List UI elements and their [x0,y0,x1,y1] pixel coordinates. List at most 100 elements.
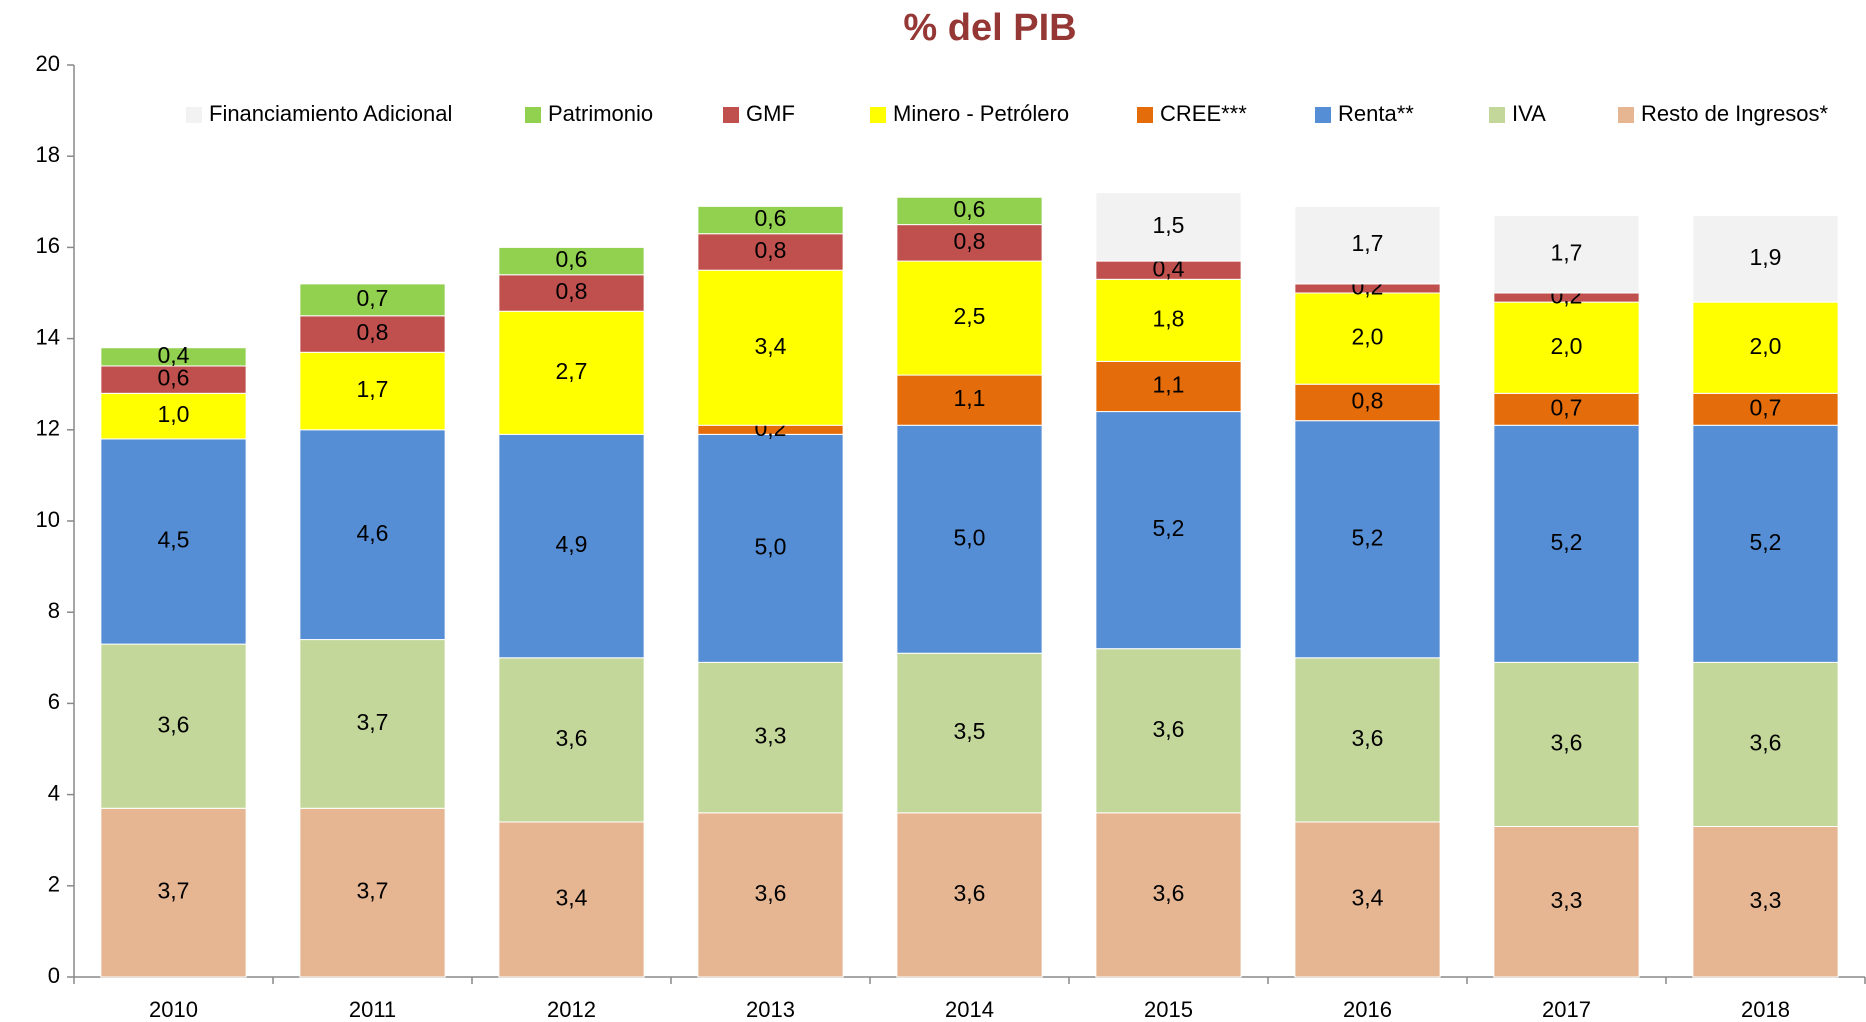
data-label: 1,9 [1750,244,1782,270]
bar-segment [1493,301,1640,394]
legend-swatch [870,107,886,123]
y-tick-label: 14 [36,324,60,349]
data-label: 3,4 [1352,885,1384,911]
legend-label: Patrimonio [548,101,653,126]
data-label: 3,6 [1153,716,1185,742]
data-label: 5,2 [1750,529,1782,555]
data-label: 3,6 [1551,730,1583,756]
bar-segment [697,233,844,271]
data-label: 4,9 [556,531,588,557]
data-label: 4,6 [357,520,389,546]
data-label: 3,3 [1551,887,1583,913]
bar-segment [1692,826,1839,978]
bar-segment [299,639,446,809]
bar-segment [896,260,1043,376]
data-label: 3,4 [755,333,787,359]
legend-swatch [525,107,541,123]
bar-segment [1294,420,1441,659]
data-label: 0,7 [1551,394,1583,420]
data-label: 0,6 [556,246,588,272]
bar-segment [697,433,844,663]
data-label: 3,6 [158,711,190,737]
x-tick-label: 2016 [1343,997,1392,1022]
bar-segment [1493,661,1640,828]
data-label: 2,5 [954,303,986,329]
bar-segment [100,347,247,367]
data-label: 1,1 [1153,372,1185,398]
x-tick-label: 2014 [945,997,994,1022]
bar-segment [1294,205,1441,285]
x-tick-label: 2018 [1741,997,1790,1022]
data-label: 4,5 [158,527,190,553]
data-label: 0,8 [556,278,588,304]
legend-label: GMF [746,101,795,126]
data-label: 0,7 [357,285,389,311]
bar-segment [1493,424,1640,663]
data-label: 3,7 [357,709,389,735]
data-label: 0,8 [357,319,389,345]
legend-label: Renta** [1338,101,1414,126]
y-tick-label: 2 [48,872,60,897]
data-label: 0,8 [1352,388,1384,414]
bar-segment [498,657,645,823]
y-tick-label: 20 [36,51,60,76]
legend-label: Financiamiento Adicional [209,101,452,126]
bar-segment [1294,821,1441,978]
data-label: 1,1 [954,385,986,411]
y-tick-label: 12 [36,416,60,441]
chart-title: % del PIB [903,7,1076,49]
data-label: 3,6 [1750,730,1782,756]
bar-segment [896,224,1043,262]
legend-label: Minero - Petrólero [893,101,1069,126]
data-label: 3,7 [158,878,190,904]
bar-segment [1692,424,1839,663]
bar-segment [1493,214,1640,294]
data-label: 3,4 [556,885,588,911]
data-label: 3,5 [954,718,986,744]
bar-segment [1493,392,1640,426]
bar-segment [299,283,446,317]
legend-swatch [723,107,739,123]
legend-swatch [1618,107,1634,123]
x-tick-label: 2015 [1144,997,1193,1022]
data-label: 1,7 [357,376,389,402]
data-label: 5,2 [1352,524,1384,550]
bar-segment [697,269,844,426]
bar-segment [498,310,645,435]
bar-segment [1294,657,1441,823]
x-tick-label: 2010 [149,997,198,1022]
y-tick-label: 4 [48,780,60,805]
legend-swatch [186,107,202,123]
data-label: 1,5 [1153,212,1185,238]
legend-swatch [1137,107,1153,123]
bar-segment [100,643,247,809]
data-label: 3,6 [556,725,588,751]
bar-segment [896,196,1043,226]
bar-segment [896,812,1043,978]
legend-label: Resto de Ingresos* [1641,101,1829,126]
data-label: 2,0 [1352,324,1384,350]
data-label: 1,7 [1352,230,1384,256]
bar-segment [299,807,446,978]
y-tick-label: 16 [36,233,60,258]
bar-segment [896,424,1043,654]
data-label: 0,6 [755,205,787,231]
data-label: 5,0 [755,533,787,559]
bar-segment [1692,392,1839,426]
data-label: 2,0 [1750,333,1782,359]
bar-segment [1095,411,1242,650]
data-label: 0,8 [954,228,986,254]
data-label: 0,6 [954,196,986,222]
x-tick-label: 2011 [349,997,396,1022]
x-tick-label: 2013 [746,997,795,1022]
legend-label: IVA [1512,101,1546,126]
bar-segment [100,365,247,394]
y-tick-label: 18 [36,142,60,167]
bar-segment [1692,661,1839,828]
bar-segment [100,392,247,440]
bar-segment [1095,278,1242,362]
bar-segment [1095,812,1242,978]
data-label: 2,7 [556,358,588,384]
data-label: 0,6 [158,365,190,391]
